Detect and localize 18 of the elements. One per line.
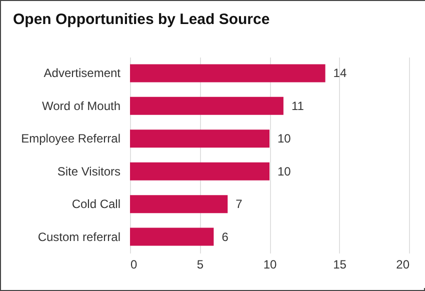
data-label: 10	[278, 164, 292, 178]
data-label: 11	[291, 98, 304, 113]
data-label: 6	[222, 230, 229, 244]
x-tick-label: 5	[196, 258, 204, 272]
y-tick-label: Employee Referral	[21, 132, 120, 146]
y-tick-label: Word of Mouth	[42, 98, 120, 113]
x-tick-label: 20	[396, 258, 410, 272]
chart-title: Open Opportunities by Lead Source	[13, 11, 270, 28]
x-tick-label: 15	[333, 258, 347, 272]
data-label: 14	[333, 66, 347, 80]
y-tick-label: Custom referral	[38, 230, 120, 244]
y-tick-label: Cold Call	[72, 197, 120, 212]
x-tick-label: 10	[263, 258, 277, 272]
data-label: 10	[278, 132, 292, 146]
y-tick-label: Site Visitors	[57, 164, 120, 178]
x-tick-label: 0	[130, 258, 138, 272]
data-label: 7	[236, 197, 243, 212]
y-tick-label: Advertisement	[44, 66, 122, 80]
